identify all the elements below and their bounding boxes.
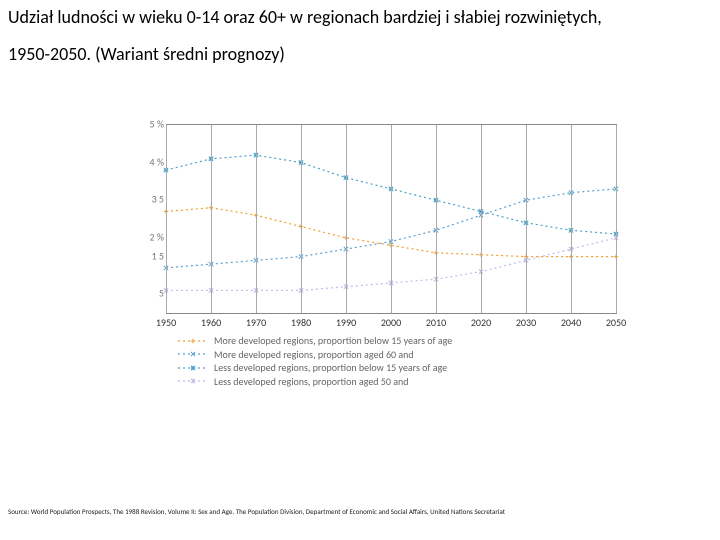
gridline (346, 125, 347, 313)
x-tick-label: 2040 (561, 316, 581, 329)
x-tick-label: 1950 (156, 316, 176, 329)
gridline (211, 125, 212, 313)
legend-swatch (178, 376, 208, 386)
legend-row: More developed regions, proportion below… (178, 334, 452, 348)
legend-row: Less developed regions, proportion below… (178, 361, 452, 375)
title-line-1: Udział ludności w wieku 0-14 oraz 60+ w … (8, 6, 712, 29)
y-tick-label: 1 5 (136, 249, 164, 262)
legend-swatch (178, 363, 208, 373)
y-tick-label: 2 % (136, 230, 164, 243)
gridline (166, 125, 167, 313)
gridline (481, 125, 482, 313)
gridline (526, 125, 527, 313)
gridline (391, 125, 392, 313)
y-tick-label: 3 5 (136, 193, 164, 206)
x-tick-label: 2000 (381, 316, 401, 329)
x-tick-label: 1970 (246, 316, 266, 329)
slide-page: Udział ludności w wieku 0-14 oraz 60+ w … (0, 0, 720, 540)
gridline (436, 125, 437, 313)
y-tick-label: 5 % (136, 118, 164, 131)
x-tick-label: 1990 (336, 316, 356, 329)
legend-swatch (178, 336, 208, 346)
legend-label: More developed regions, proportion aged … (214, 348, 414, 362)
chart-legend: More developed regions, proportion below… (178, 334, 452, 388)
gridline (571, 125, 572, 313)
x-tick-label: 2020 (471, 316, 491, 329)
legend-row: More developed regions, proportion aged … (178, 348, 452, 362)
legend-row: Less developed regions, proportion aged … (178, 375, 452, 389)
legend-label: More developed regions, proportion below… (214, 334, 452, 348)
x-tick-label: 2030 (516, 316, 536, 329)
x-tick-label: 2050 (606, 316, 626, 329)
gridline (301, 125, 302, 313)
population-chart: More developed regions, proportion below… (118, 118, 638, 398)
legend-label: Less developed regions, proportion aged … (214, 375, 409, 389)
x-tick-label: 2010 (426, 316, 446, 329)
plot-area (166, 124, 617, 314)
y-tick-label: 4 % (136, 155, 164, 168)
y-tick-label: 5 (136, 287, 164, 300)
source-citation: Source: World Population Prospects, The … (8, 507, 712, 516)
gridline (616, 125, 617, 313)
x-tick-label: 1960 (201, 316, 221, 329)
gridline (256, 125, 257, 313)
x-tick-label: 1980 (291, 316, 311, 329)
title-line-2: 1950-2050. (Wariant średni prognozy) (8, 43, 712, 66)
legend-swatch (178, 349, 208, 359)
legend-label: Less developed regions, proportion below… (214, 361, 447, 375)
